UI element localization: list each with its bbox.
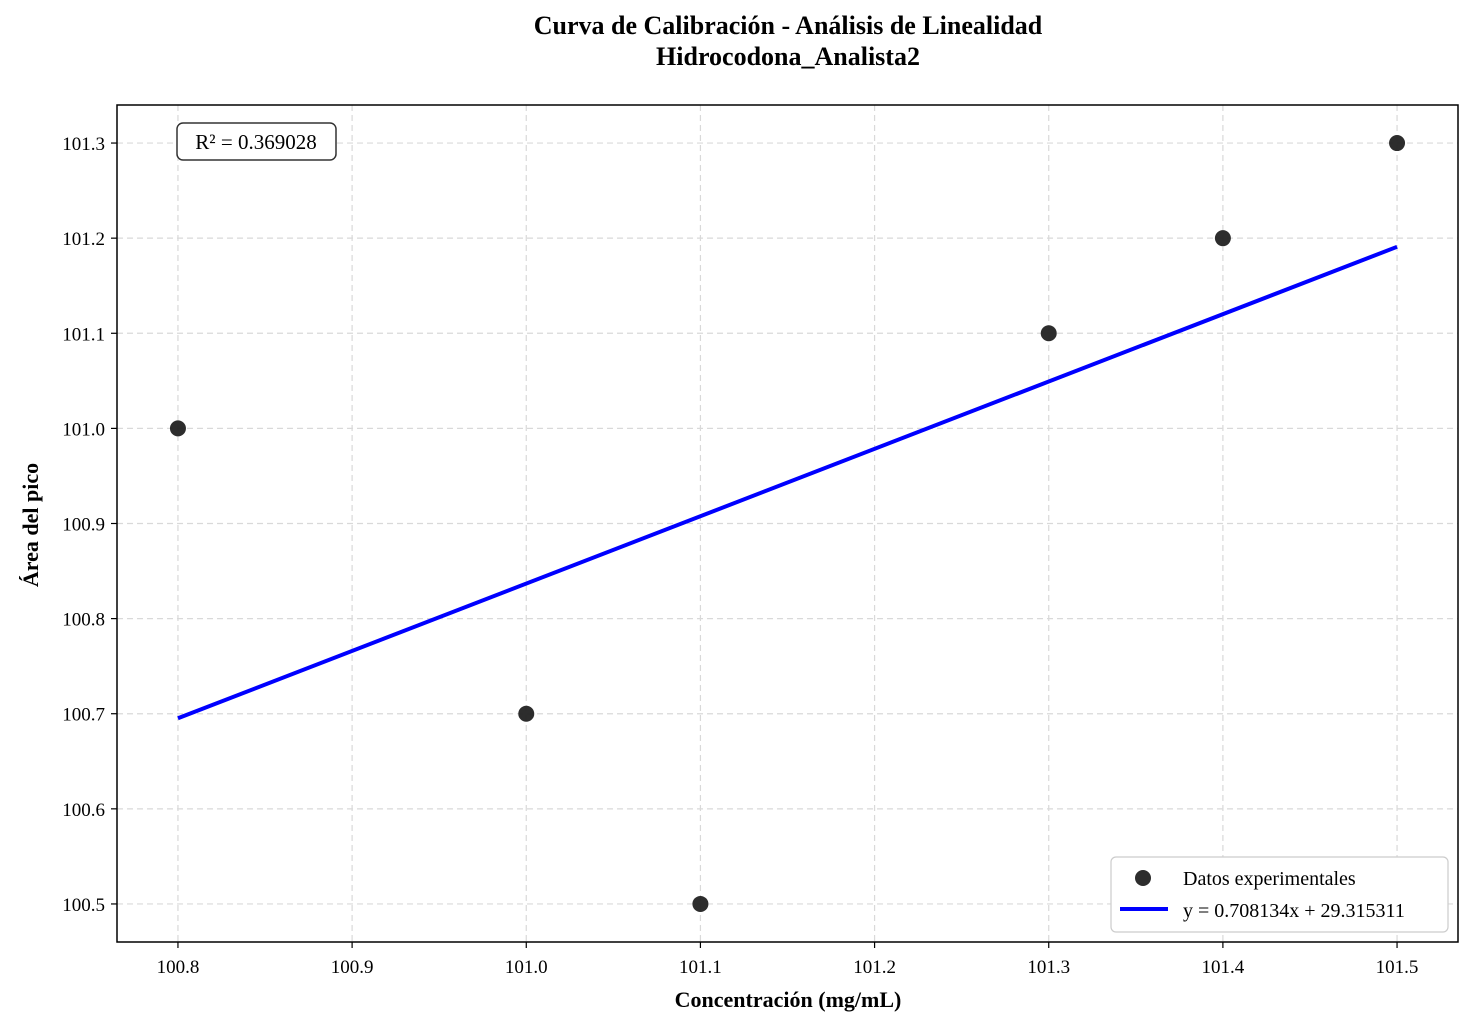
y-tick-label: 100.7	[62, 705, 105, 726]
y-tick-label: 101.0	[62, 419, 105, 440]
axis-ticks: 100.8 100.9 101.0 101.1 101.2 101.3 101.4 101.5…	[62, 134, 1418, 978]
x-tick-label: 101.1	[679, 957, 722, 978]
legend: Datos experimentales y = 0.708134x + 29.…	[1110, 856, 1449, 933]
x-axis-label: Concentración (mg/mL)	[675, 987, 902, 1012]
annotation-box	[176, 122, 337, 161]
y-tick-label: 101.2	[62, 229, 105, 250]
r-squared-annotation: R² = 0.369028	[176, 122, 337, 161]
data-point	[1214, 230, 1231, 247]
x-tick-label: 101.0	[505, 957, 548, 978]
x-tick-label: 100.8	[157, 957, 200, 978]
x-tick-label: 101.2	[853, 957, 896, 978]
legend-label-line: y = 0.708134x + 29.315311	[1183, 900, 1405, 922]
annotation-text: R² = 0.369028	[195, 130, 316, 154]
x-tick-label: 101.4	[1202, 957, 1245, 978]
regression-line	[177, 244, 1398, 721]
data-series	[169, 135, 1406, 912]
y-tick-label: 100.9	[62, 515, 105, 536]
data-point	[518, 705, 535, 722]
x-tick-label: 101.3	[1027, 957, 1070, 978]
plot-frame	[116, 104, 1459, 943]
y-tick-label: 101.1	[62, 324, 105, 345]
y-tick-label: 100.8	[62, 610, 105, 631]
legend-marker-scatter	[1135, 870, 1151, 886]
y-tick-label: 101.3	[62, 134, 105, 155]
grid-lines	[117, 105, 1458, 942]
chart-subtitle: Hidrocodona_Analista2	[656, 42, 920, 71]
y-tick-label: 100.5	[62, 895, 105, 916]
y-tick-label: 100.6	[62, 800, 105, 821]
x-tick-label: 100.9	[331, 957, 374, 978]
data-point	[169, 420, 186, 437]
data-point	[1040, 325, 1057, 342]
legend-label-scatter: Datos experimentales	[1183, 868, 1356, 890]
chart-title: Curva de Calibración - Análisis de Linea…	[534, 11, 1043, 40]
y-axis-label: Área del pico	[18, 463, 43, 587]
x-tick-label: 101.5	[1376, 957, 1419, 978]
data-point	[1389, 135, 1406, 152]
legend-box	[1110, 856, 1449, 933]
data-point	[692, 895, 709, 912]
